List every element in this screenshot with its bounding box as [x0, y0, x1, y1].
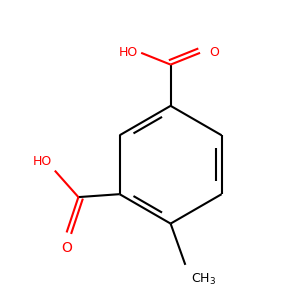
Text: CH$_3$: CH$_3$ — [191, 272, 216, 287]
Text: HO: HO — [33, 155, 52, 168]
Text: O: O — [209, 46, 219, 59]
Text: HO: HO — [119, 46, 138, 59]
Text: O: O — [61, 241, 72, 255]
